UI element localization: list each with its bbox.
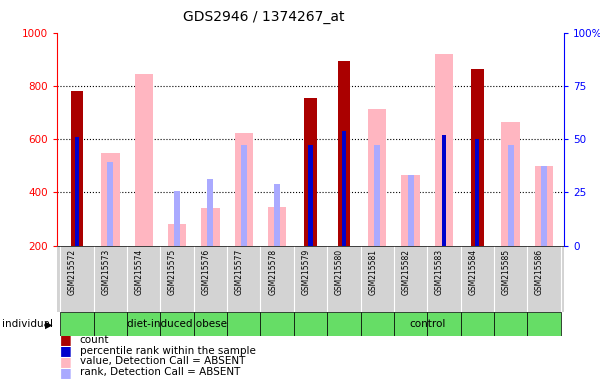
Bar [394,312,427,336]
Bar [435,54,453,246]
Bar [508,144,514,246]
Bar [241,144,247,246]
Bar [168,224,186,246]
Text: ▶: ▶ [45,319,53,329]
Bar [442,135,446,246]
Bar [227,312,260,336]
Bar [160,312,194,336]
Text: control: control [409,319,445,329]
Text: GSM215574: GSM215574 [135,249,144,295]
Bar [208,179,214,246]
Text: diet-induced obese: diet-induced obese [127,319,227,329]
Text: GSM215579: GSM215579 [302,249,311,295]
Bar [475,139,479,246]
Text: GSM215585: GSM215585 [502,249,511,295]
Bar [541,166,547,246]
Text: GSM215578: GSM215578 [268,249,277,295]
Bar [471,69,484,246]
Bar [368,109,386,246]
Text: GSM215586: GSM215586 [535,249,544,295]
Text: GSM215582: GSM215582 [401,249,410,295]
Text: rank, Detection Call = ABSENT: rank, Detection Call = ABSENT [80,367,240,377]
Text: GSM215573: GSM215573 [101,249,110,295]
Text: GSM215584: GSM215584 [468,249,477,295]
Bar [107,162,113,246]
Bar [61,312,94,336]
Text: ■: ■ [60,333,72,346]
Bar [101,152,119,246]
Bar [127,312,160,336]
Bar [274,184,280,246]
Bar [235,132,253,246]
Bar [502,122,520,246]
Text: GSM215577: GSM215577 [235,249,244,295]
Bar [294,312,327,336]
Bar [338,61,350,246]
Text: value, Detection Call = ABSENT: value, Detection Call = ABSENT [80,356,245,366]
Bar [268,207,286,246]
Bar [401,175,420,246]
Bar [527,312,560,336]
Bar [407,175,413,246]
Bar [94,312,127,336]
Text: GSM215575: GSM215575 [168,249,177,295]
Bar [71,91,83,246]
Text: GSM215581: GSM215581 [368,249,377,295]
Bar [361,312,394,336]
Text: GSM215572: GSM215572 [68,249,77,295]
Bar [174,191,180,246]
Bar [535,166,553,246]
Text: GDS2946 / 1374267_at: GDS2946 / 1374267_at [183,10,345,23]
Text: percentile rank within the sample: percentile rank within the sample [80,346,256,356]
Text: GSM215576: GSM215576 [202,249,211,295]
Text: GSM215580: GSM215580 [335,249,344,295]
Bar [194,312,227,336]
Bar [201,209,220,246]
Bar [461,312,494,336]
Text: count: count [80,335,109,345]
Bar [308,144,313,246]
Bar [260,312,294,336]
Bar [134,74,153,246]
Bar [327,312,361,336]
Bar [75,137,79,246]
Text: ■: ■ [60,355,72,368]
Text: GSM215583: GSM215583 [435,249,444,295]
Bar [494,312,527,336]
Bar [374,144,380,246]
Text: individual: individual [2,319,53,329]
Bar [427,312,461,336]
Bar [304,98,317,246]
Text: ■: ■ [60,344,72,357]
Text: ■: ■ [60,366,72,379]
Bar [342,131,346,246]
